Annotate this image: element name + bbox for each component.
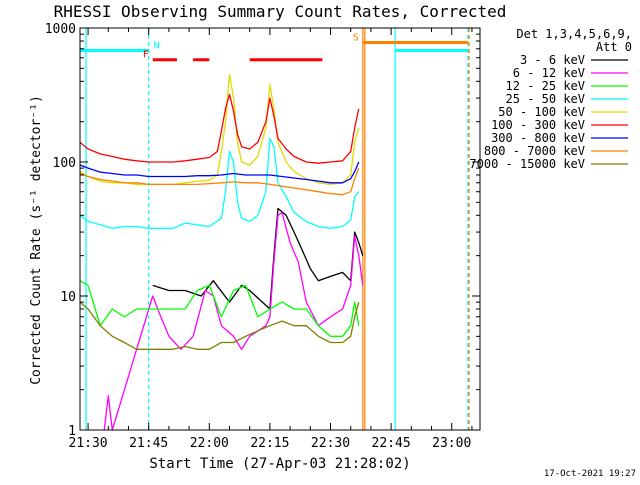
y-tick-label: 1 bbox=[68, 424, 76, 439]
y-tick-label: 100 bbox=[53, 156, 76, 171]
legend-label: 3 - 6 keV bbox=[520, 53, 585, 67]
series-line bbox=[79, 167, 360, 196]
x-axis-title: Start Time (27-Apr-03 21:28:02) bbox=[149, 456, 410, 472]
footer-timestamp: 17-Oct-2021 19:27 bbox=[544, 469, 636, 479]
flag-bar-layer: NF S bbox=[80, 32, 468, 62]
vertical-marker-layer bbox=[85, 28, 470, 430]
x-tick-label: 23:00 bbox=[432, 436, 471, 451]
series-line bbox=[79, 93, 360, 164]
legend-label: 7000 - 15000 keV bbox=[469, 157, 585, 171]
axes-layer: 21:30 21:45 22:00 22:15 22:30 22:45 23:00 1 10 10… bbox=[45, 22, 481, 451]
series-layer bbox=[79, 73, 364, 431]
flag-bar-label: S bbox=[353, 32, 359, 43]
chart-title: RHESSI Observing Summary Count Rates, Co… bbox=[54, 2, 507, 21]
legend-label: 300 - 800 keV bbox=[491, 131, 585, 145]
y-axis-title: Corrected Count Rate (s⁻¹ detector⁻¹) bbox=[29, 95, 44, 385]
x-tick-label: 21:30 bbox=[69, 436, 108, 451]
legend-header-detectors: Det 1,3,4,5,6,9, bbox=[516, 27, 632, 41]
legend-label: 800 - 7000 keV bbox=[484, 144, 585, 158]
series-line bbox=[79, 137, 360, 229]
x-tick-label: 22:45 bbox=[372, 436, 411, 451]
x-tick-label: 22:00 bbox=[190, 436, 229, 451]
y-tick-label: 10 bbox=[60, 290, 76, 305]
series-line bbox=[79, 280, 360, 337]
y-tick-label: 1000 bbox=[45, 22, 76, 37]
series-line bbox=[103, 211, 364, 431]
plot-frame bbox=[79, 27, 481, 431]
legend-label: 25 - 50 keV bbox=[506, 92, 585, 106]
legend-label: 100 - 300 keV bbox=[491, 118, 585, 132]
legend-label: 6 - 12 keV bbox=[513, 66, 585, 80]
series-line bbox=[79, 301, 360, 350]
legend-label: 50 - 100 keV bbox=[498, 105, 585, 119]
flag-bar-label: N bbox=[154, 40, 160, 51]
legend-header-attenuator: Att 0 bbox=[596, 40, 632, 54]
legend-label: 12 - 25 keV bbox=[506, 79, 585, 93]
x-tick-label: 21:45 bbox=[129, 436, 168, 451]
series-line bbox=[79, 73, 360, 186]
x-tick-label: 22:30 bbox=[311, 436, 350, 451]
flag-bar-label: F bbox=[143, 50, 149, 61]
series-line bbox=[79, 161, 360, 184]
x-tick-label: 22:15 bbox=[250, 436, 289, 451]
